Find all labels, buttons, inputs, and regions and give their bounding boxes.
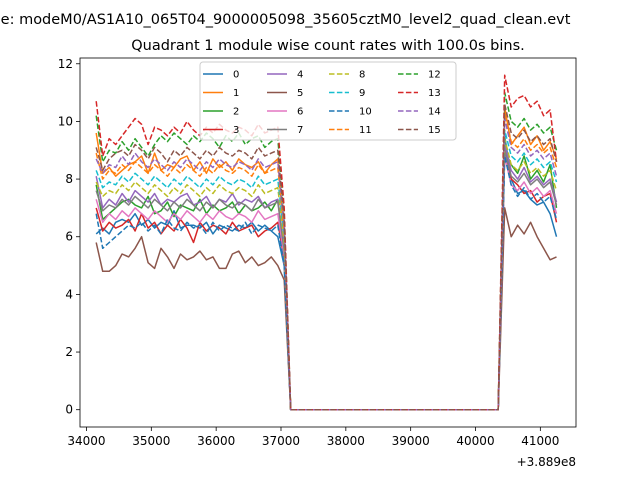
plot-frame: [79, 57, 577, 428]
legend-label-5: 5: [297, 88, 303, 99]
legend-label-9: 9: [359, 88, 365, 99]
x-tick-label: 39000: [392, 434, 430, 448]
y-tick-label: 0: [65, 403, 73, 417]
legend-label-2: 2: [233, 107, 239, 118]
legend-box: [199, 61, 457, 141]
legend-label-13: 13: [428, 88, 441, 99]
y-tick-label: 4: [65, 287, 73, 301]
legend-label-15: 15: [428, 125, 441, 136]
y-tick-label: 8: [65, 172, 73, 186]
y-tick-label: 10: [58, 114, 73, 128]
x-tick-label: 36000: [197, 434, 235, 448]
series-line-14: [95, 117, 558, 411]
legend-label-4: 4: [297, 70, 303, 81]
x-tick-label: 40000: [456, 434, 494, 448]
legend-label-14: 14: [428, 107, 441, 118]
legend-label-8: 8: [359, 70, 365, 81]
tick-marks: [76, 63, 541, 431]
y-tick-label: 6: [65, 230, 73, 244]
x-tick-label: 35000: [132, 434, 170, 448]
legend-label-6: 6: [297, 107, 303, 118]
legend-label-3: 3: [233, 125, 239, 136]
series-lines: [95, 74, 558, 411]
legend-label-11: 11: [359, 125, 372, 136]
x-tick-label: 37000: [262, 434, 300, 448]
y-tick-label: 12: [58, 57, 73, 71]
legend-label-12: 12: [428, 70, 441, 81]
x-tick-label: 41000: [521, 434, 559, 448]
y-tick-labels: 0 2 4 6 8 10 12: [58, 57, 73, 417]
x-tick-label: 38000: [327, 434, 365, 448]
y-tick-label: 2: [65, 345, 73, 359]
chart-title: Quadrant 1 module wise count rates with …: [131, 38, 525, 54]
x-tick-labels: 34000 35000 36000 37000 38000 39000 40000 41000: [67, 434, 559, 448]
legend-label-7: 7: [297, 125, 303, 136]
figure-suptitle: Plots from file: modeM0/AS1A10_065T04_90…: [0, 12, 571, 28]
legend-label-0: 0: [233, 70, 239, 81]
x-tick-label: 34000: [67, 434, 105, 448]
legend-label-1: 1: [233, 88, 239, 99]
series-line-15: [95, 103, 558, 411]
x-offset-label: +3.889e8: [517, 455, 576, 469]
legend-label-10: 10: [359, 107, 372, 118]
